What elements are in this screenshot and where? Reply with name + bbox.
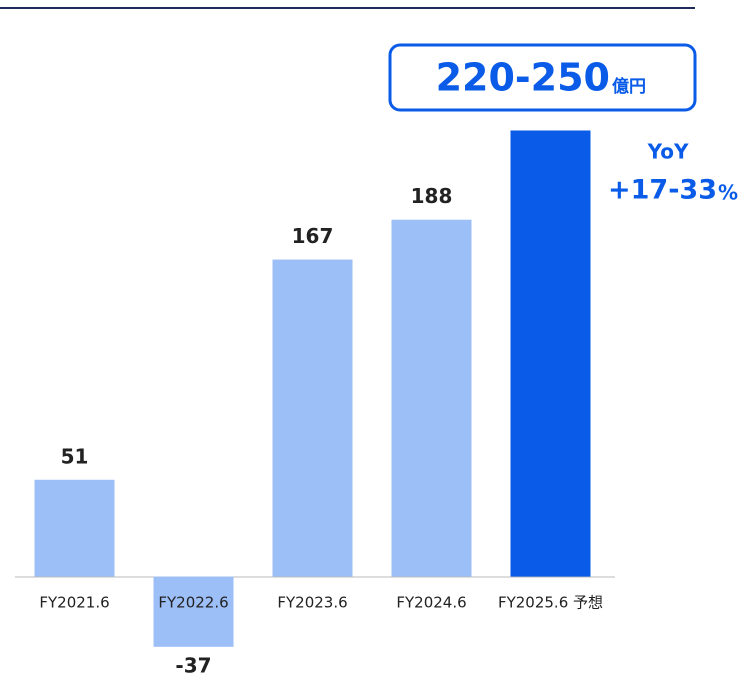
value-label: -37 — [175, 653, 211, 677]
value-label: 51 — [61, 444, 89, 468]
yoy-unit: % — [718, 181, 738, 205]
x-tick-label: FY2022.6 — [158, 594, 228, 612]
bar — [510, 130, 591, 577]
yoy-label: YoY — [647, 140, 689, 164]
forecast-unit: 億円 — [612, 76, 646, 97]
value-label: 167 — [292, 224, 334, 248]
x-tick-label: FY2021.6 — [39, 594, 109, 612]
value-label: 188 — [411, 184, 453, 208]
x-tick-label: FY2024.6 — [396, 594, 466, 612]
forecast-box — [388, 43, 697, 112]
x-tick-label: FY2025.6 予想 — [498, 594, 603, 612]
forecast-range: 220-250 — [436, 56, 610, 100]
bar — [153, 576, 234, 647]
bar — [272, 259, 353, 577]
yoy-range: +17-33 — [608, 175, 717, 206]
bar — [391, 219, 472, 577]
x-tick-label: FY2023.6 — [277, 594, 347, 612]
bar — [34, 479, 115, 577]
